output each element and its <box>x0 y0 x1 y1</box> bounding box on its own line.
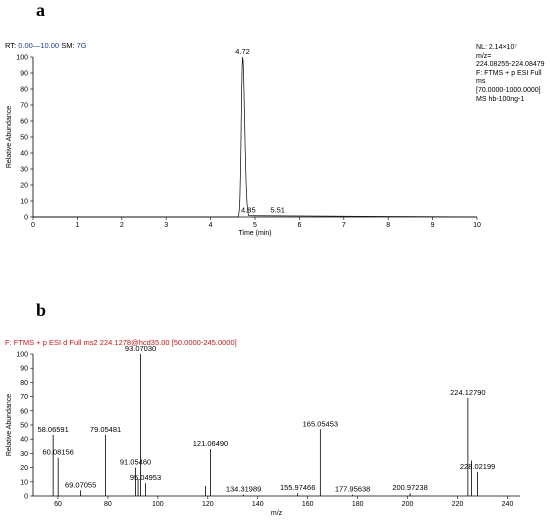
x-tick-label: 3 <box>164 222 168 229</box>
info-line: ms <box>476 78 486 86</box>
peak-label: 79.05481 <box>90 425 121 434</box>
x-tick-label: 220 <box>452 501 464 508</box>
chromatogram-chart: 0 10 20 30 40 50 60 70 80 90 100 0 1 2 3 4 5 6 7 8 9 10 Time (… <box>6 47 481 237</box>
y-tick-label: 100 <box>16 352 28 359</box>
x-tick-label: 240 <box>502 501 514 508</box>
x-tick-label: 1 <box>75 222 79 229</box>
peak-annotation: 4.72 <box>235 47 250 56</box>
x-tick-label: 9 <box>431 222 435 229</box>
x-tick-label: 4 <box>209 222 213 229</box>
y-tick-label: 90 <box>20 71 28 78</box>
y-tick-label: 60 <box>20 119 28 126</box>
x-tick-label: 140 <box>252 501 264 508</box>
x-tick-label: 5 <box>253 222 257 229</box>
peak-label: 91.05460 <box>120 458 151 467</box>
y-tick-label: 80 <box>20 87 28 94</box>
peak-label: 95.04953 <box>130 473 161 482</box>
x-tick-label: 180 <box>352 501 364 508</box>
peak-label: 93.07030 <box>125 344 156 353</box>
y-tick-label: 0 <box>24 494 28 501</box>
y-tick-label: 100 <box>16 55 28 62</box>
info-line: F: FTMS + p ESI Full <box>476 69 542 77</box>
spectrum-header: F: FTMS + p ESI d Full ms2 224.1278@hcd3… <box>5 338 237 347</box>
x-tick-label: 2 <box>120 222 124 229</box>
chromatogram-header: RT: 0.00—10.00 SM: 7G <box>5 41 87 50</box>
x-tick-label: 8 <box>386 222 390 229</box>
x-tick-label: 60 <box>54 501 62 508</box>
info-line: MS hb-100ng-1 <box>476 95 525 103</box>
peak-annotation: 5.51 <box>270 205 285 214</box>
sm-value: 7G <box>76 41 87 50</box>
y-axis-label: Relative Abundance <box>6 394 13 456</box>
panel-a-label: a <box>36 0 45 20</box>
y-tick-label: 10 <box>20 479 28 486</box>
y-tick-label: 40 <box>20 437 28 444</box>
y-tick-label: 30 <box>20 451 28 458</box>
peak-label: 69.07055 <box>65 480 96 489</box>
x-tick-label: 160 <box>302 501 314 508</box>
y-tick-label: 20 <box>20 465 28 472</box>
peak-label: 224.12790 <box>450 388 485 397</box>
rt-value: 0.00—10.00 <box>18 41 60 50</box>
x-tick-label: 120 <box>202 501 214 508</box>
x-axis-label: Time (min) <box>238 230 271 237</box>
y-tick-label: 90 <box>20 366 28 373</box>
peak-label: 228.02199 <box>460 462 495 471</box>
peak-annotation: 4.85 <box>241 205 256 214</box>
peak-label: 177.95638 <box>335 485 370 494</box>
rt-label: RT: <box>5 41 17 50</box>
peak-label: 134.31989 <box>226 485 261 494</box>
y-axis-label: Relative Abundance <box>6 106 13 168</box>
y-tick-label: 0 <box>24 215 28 222</box>
x-tick-label: 7 <box>342 222 346 229</box>
y-tick-label: 10 <box>20 199 28 206</box>
info-line: NL: 2.14×10⁷ <box>476 44 517 51</box>
peak-label: 155.97466 <box>280 483 315 492</box>
info-line: 224.08255-224.08479 <box>476 61 545 69</box>
peak-label: 121.06490 <box>193 439 228 448</box>
x-axis-label: m/z <box>271 510 283 517</box>
peak-label: 58.06591 <box>37 425 68 434</box>
peak-label: 200.97238 <box>392 483 427 492</box>
peak-label: 165.05453 <box>303 419 338 428</box>
x-tick-label: 10 <box>473 222 481 229</box>
y-tick-label: 60 <box>20 408 28 415</box>
y-tick-label: 30 <box>20 167 28 174</box>
chromatogram-info: NL: 2.14×10⁷ m/z= 224.08255-224.08479 F: FT… <box>476 44 545 104</box>
y-tick-label: 50 <box>20 135 28 142</box>
y-tick-label: 70 <box>20 103 28 110</box>
x-tick-label: 100 <box>152 501 164 508</box>
info-line: [70.0000-1000.0000] <box>476 86 541 94</box>
ms2-spectrum-chart: 0 10 20 30 40 50 60 70 80 90 100 60 80 100 120 140 160 18… <box>6 344 520 517</box>
x-tick-label: 6 <box>297 222 301 229</box>
y-tick-label: 50 <box>20 423 28 430</box>
y-tick-label: 40 <box>20 151 28 158</box>
chromatogram-trace <box>33 56 478 218</box>
x-tick-label: 0 <box>31 222 35 229</box>
sm-label: SM: <box>61 41 75 50</box>
y-tick-label: 20 <box>20 183 28 190</box>
panel-b-label: b <box>36 300 47 320</box>
peak-label: 60.08156 <box>43 448 74 457</box>
y-tick-label: 70 <box>20 394 28 401</box>
x-tick-label: 200 <box>402 501 414 508</box>
y-tick-label: 80 <box>20 380 28 387</box>
info-line: m/z= <box>476 52 492 60</box>
x-tick-label: 80 <box>104 501 112 508</box>
